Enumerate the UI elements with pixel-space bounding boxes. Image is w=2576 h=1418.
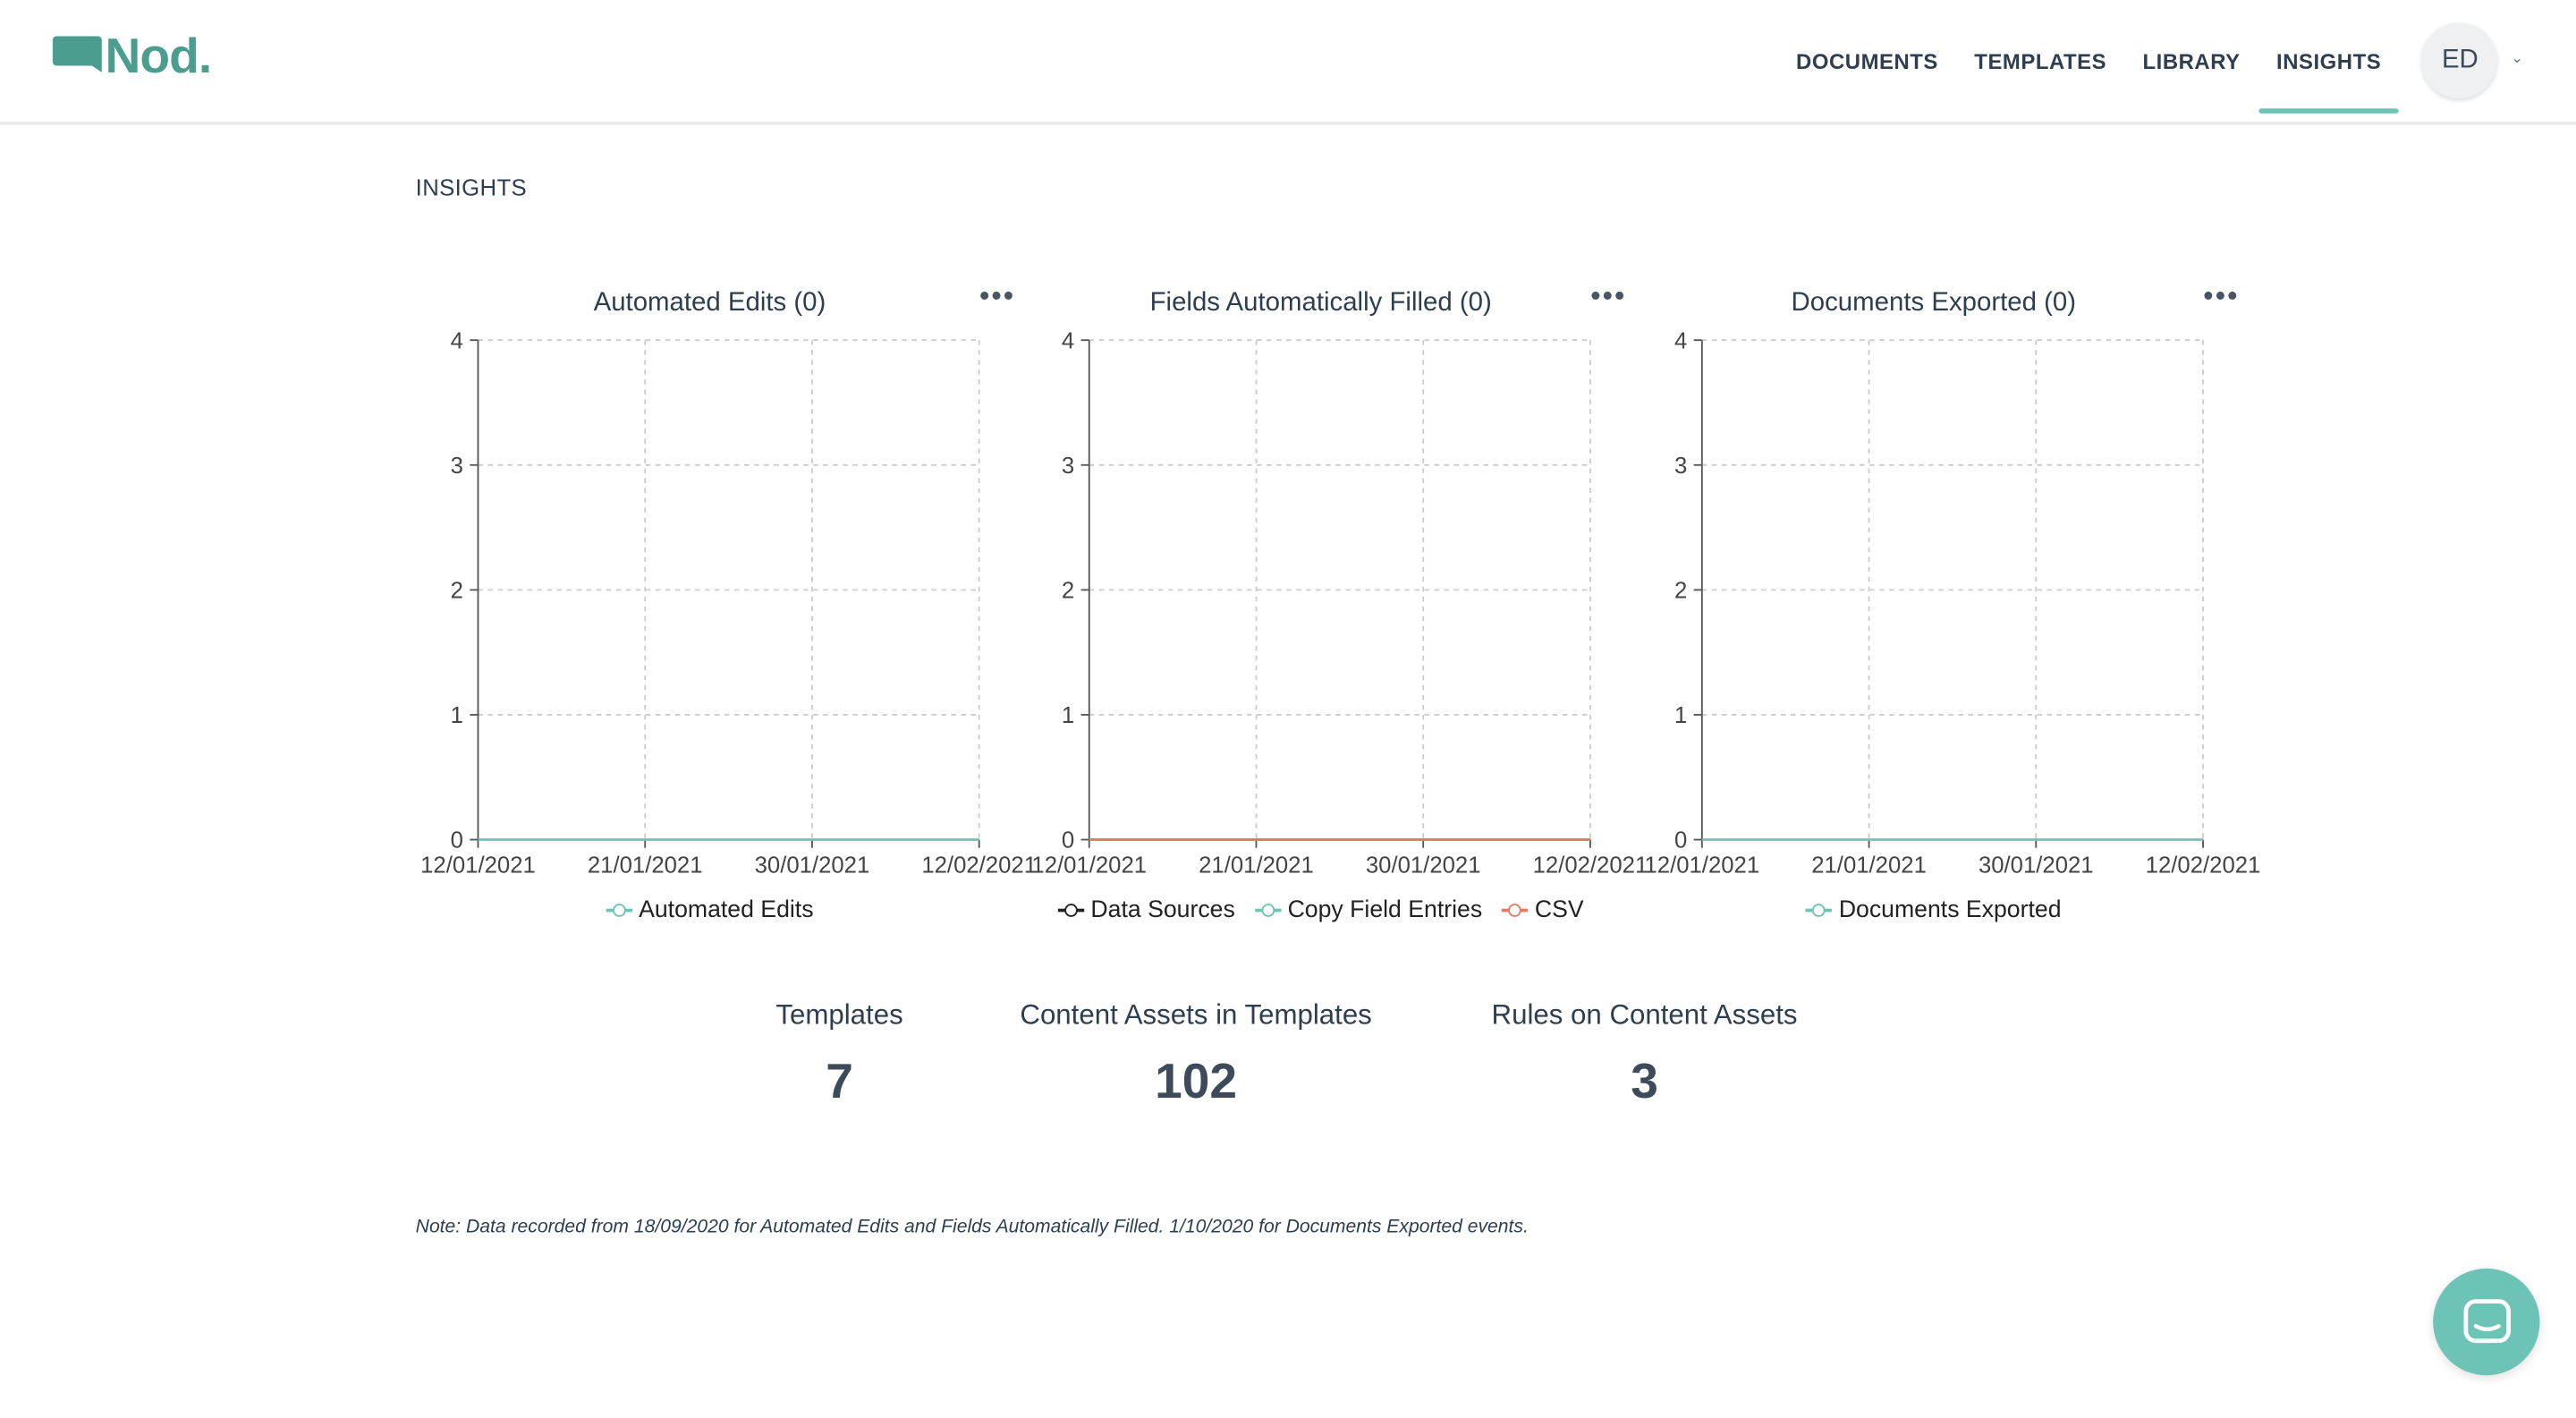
x-tick-label: 30/01/2021 [1366,853,1481,878]
legend-item[interactable]: Documents Exported [1806,896,2062,924]
speech-bubble-logo-icon [52,36,102,72]
y-tick-label: 3 [1674,454,1687,479]
chart-menu-icon[interactable]: ••• [1590,279,1627,312]
chart-plot: 0 1 2 3 4 12/01/2021 21/01/2021 30/01/2021 12/02… [1644,328,2260,878]
legend-item[interactable]: CSV [1502,897,1584,923]
legend-item[interactable]: Data Sources [1057,896,1235,924]
y-tick-label: 0 [451,828,463,853]
y-tick-label: 2 [1062,579,1074,604]
stat-value: 7 [826,1055,853,1109]
x-tick-label: 12/01/2021 [1031,853,1147,878]
x-tick-label: 12/02/2021 [921,853,1037,878]
nav-label: LIBRARY [2142,48,2241,73]
y-tick-label: 1 [451,703,463,728]
y-tick-label: 1 [1062,703,1074,728]
legend-line-icon [1057,902,1085,918]
chart-title: Documents Exported (0) [1791,289,2077,318]
legend-line-icon [1502,902,1529,918]
chart-documents-exported: Documents Exported (0) ••• 0 1 2 3 4 12/01/20… [1628,279,2260,937]
y-tick-label: 3 [1062,454,1074,479]
user-avatar[interactable]: ED [2422,22,2498,99]
chart-fields-automatically-filled: Fields Automatically Filled (0) ••• 0 1 2 3… [1015,279,1648,937]
chevron-down-icon[interactable]: ⌄ [2511,49,2524,66]
x-tick-label: 30/01/2021 [755,853,870,878]
legend-label: Automated Edits [639,896,814,924]
data-note: Note: Data recorded from 18/09/2020 for … [415,1217,1529,1238]
nav-label: TEMPLATES [1974,48,2107,73]
stat-rules: Rules on Content Assets 3 [1475,999,1813,1111]
y-tick-label: 4 [1674,328,1687,353]
chat-launcher-button[interactable] [2433,1268,2540,1376]
legend-label: Data Sources [1090,896,1235,924]
chart-title: Automated Edits (0) [593,289,826,318]
x-tick-label: 12/02/2021 [2146,853,2261,878]
main-nav: DOCUMENTS TEMPLATES LIBRARY INSIGHTS ED … [1778,0,2576,122]
y-tick-label: 3 [451,454,463,479]
chart-automated-edits: Automated Edits (0) ••• 0 1 2 3 4 12/01/2021 2… [404,279,1037,937]
nod-logo[interactable]: Nod. [52,30,213,85]
nav-library[interactable]: LIBRARY [2124,0,2258,122]
x-tick-label: 12/02/2021 [1533,853,1648,878]
x-tick-label: 21/01/2021 [1811,853,1927,878]
legend-line-icon [1254,902,1282,918]
nav-documents[interactable]: DOCUMENTS [1778,0,1956,122]
y-tick-label: 4 [1062,328,1074,353]
legend-line-icon [1806,902,1833,918]
chart-title: Fields Automatically Filled (0) [1149,289,1492,318]
legend-label: Copy Field Entries [1287,896,1483,924]
chart-menu-icon[interactable]: ••• [2203,279,2240,312]
stat-templates: Templates 7 [723,999,956,1111]
y-tick-label: 0 [1062,828,1074,853]
legend-label: Documents Exported [1838,896,2062,924]
nav-insights[interactable]: INSIGHTS [2258,0,2400,122]
stat-label: Content Assets in Templates [1020,998,1372,1031]
legend-line-icon [606,902,632,918]
nav-label: INSIGHTS [2276,48,2382,73]
page-title: INSIGHTS [415,174,528,201]
nav-templates[interactable]: TEMPLATES [1956,0,2124,122]
x-tick-label: 12/01/2021 [1644,853,1759,878]
y-tick-label: 2 [1674,579,1687,604]
stat-value: 102 [1155,1055,1238,1109]
chat-bubble-icon [2462,1298,2511,1343]
y-tick-label: 2 [451,579,463,604]
chart-plot: 0 1 2 3 4 12/01/2021 21/01/2021 30/01/2021 12/02… [1031,328,1648,878]
stat-label: Rules on Content Assets [1491,998,1798,1031]
y-tick-label: 1 [1674,703,1687,728]
top-navigation-bar: Nod. DOCUMENTS TEMPLATES LIBRARY INSIGHT… [0,0,2576,125]
x-tick-label: 30/01/2021 [1979,853,2094,878]
chart-legend: Data Sources Copy Field Entries CSV [1015,897,1626,923]
stat-label: Templates [775,998,903,1031]
x-tick-label: 21/01/2021 [1199,853,1314,878]
legend-label: CSV [1534,896,1584,924]
x-tick-label: 12/01/2021 [420,853,536,878]
stat-value: 3 [1631,1055,1658,1109]
logo-text: Nod. [105,30,213,84]
legend-item[interactable]: Automated Edits [606,896,814,924]
chart-menu-icon[interactable]: ••• [979,279,1016,312]
y-tick-label: 4 [451,328,463,353]
nav-label: DOCUMENTS [1796,48,1938,73]
x-tick-label: 21/01/2021 [588,853,703,878]
y-tick-label: 0 [1674,828,1687,853]
legend-item[interactable]: Copy Field Entries [1254,896,1483,924]
chart-plot: 0 1 2 3 4 12/01/2021 21/01/2021 30/01/2021 12/02… [420,328,1037,878]
chart-legend: Documents Exported [1628,897,2239,923]
stat-content-assets: Content Assets in Templates 102 [1005,999,1386,1111]
chart-legend: Automated Edits [404,897,1015,923]
